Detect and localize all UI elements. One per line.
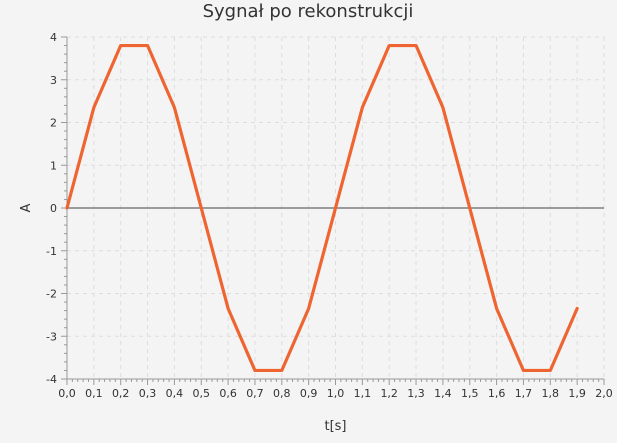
x-tick-label: 0,5 [193, 387, 211, 400]
x-tick-label: 1,4 [434, 387, 452, 400]
series [65, 43, 579, 373]
x-tick-label: 0,3 [139, 387, 157, 400]
y-axis-label: A [19, 203, 34, 212]
x-tick-label: 1,2 [380, 387, 398, 400]
y-tick-label: -2 [46, 288, 57, 301]
x-tick-label: 1,9 [568, 387, 586, 400]
y-tick-label: 1 [50, 159, 57, 172]
y-tick-label: 3 [50, 74, 57, 87]
x-tick-label: 0,7 [246, 387, 264, 400]
x-tick-label: 1,6 [488, 387, 506, 400]
y-tick-label: 4 [50, 31, 57, 44]
x-tick-label: 0,6 [219, 387, 237, 400]
y-tick-label: 0 [50, 202, 57, 215]
y-tick-label: -1 [46, 245, 57, 258]
x-tick-label: 0,8 [273, 387, 291, 400]
x-tick-label: 1,7 [515, 387, 533, 400]
x-tick-label: 1,5 [461, 387, 479, 400]
chart-title: Sygnał po rekonstrukcji [203, 1, 414, 22]
y-tick-label: 2 [50, 117, 57, 130]
x-tick-label: 2,0 [595, 387, 613, 400]
series-line [65, 43, 579, 373]
x-tick-label: 0,0 [58, 387, 76, 400]
x-tick-label: 0,2 [112, 387, 130, 400]
x-tick-label: 1,0 [327, 387, 345, 400]
x-tick-label: 0,9 [300, 387, 318, 400]
x-tick-label: 0,4 [166, 387, 184, 400]
y-tick-label: -4 [46, 373, 57, 386]
x-axis-label: t[s] [324, 419, 346, 434]
ticks: 0,0 0,1 0,2 0,3 0,4 0,5 0,6 0,7 0,8 0,9 1,0 1,1 1,2 1… [46, 31, 613, 400]
y-tick-label: -3 [46, 330, 57, 343]
x-tick-label: 1,3 [407, 387, 425, 400]
x-tick-label: 0,1 [85, 387, 103, 400]
x-tick-label: 1,1 [354, 387, 372, 400]
x-tick-label: 1,8 [542, 387, 560, 400]
